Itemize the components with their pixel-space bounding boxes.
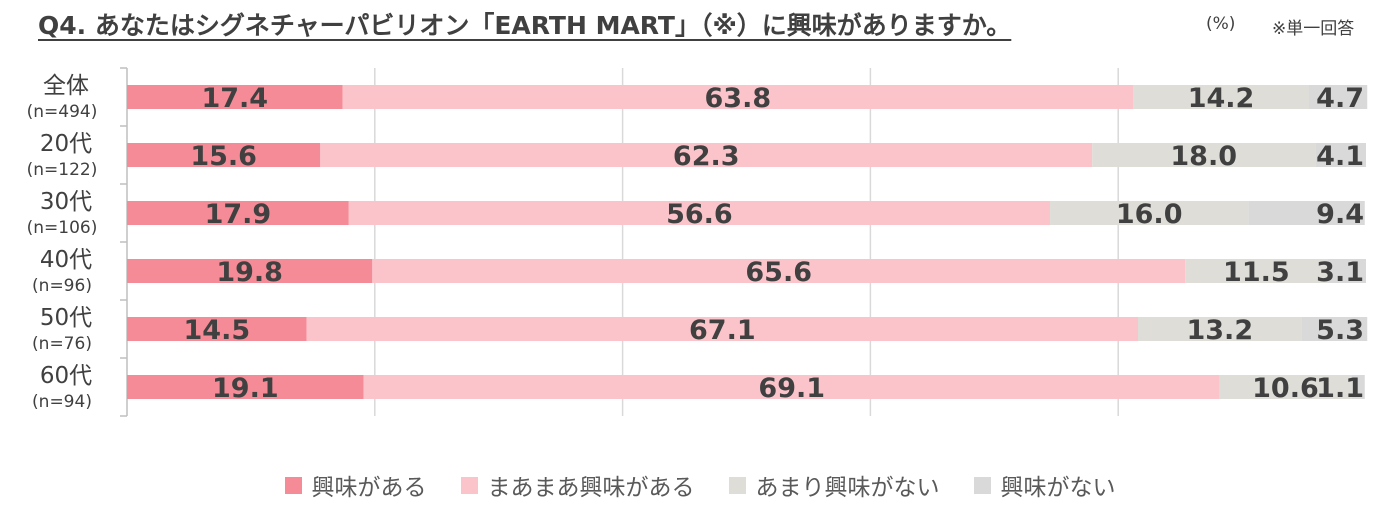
- bar-segment: [372, 259, 1186, 283]
- legend-label: 興味がある: [311, 475, 427, 501]
- data-label: 65.6: [745, 257, 812, 288]
- bar-segment: [363, 375, 1220, 399]
- category-label: 40代: [40, 247, 92, 273]
- bar-segment: [1327, 259, 1366, 283]
- legend-item: 興味がある: [284, 468, 427, 502]
- data-label: 14.5: [184, 315, 251, 346]
- legend-label: あまり興味がない: [755, 475, 940, 501]
- legend-item: あまり興味がない: [728, 468, 940, 502]
- legend-item: まあまあ興味がある: [460, 468, 695, 502]
- data-label: 11.5: [1223, 257, 1290, 288]
- legend-label: まあまあ興味がある: [487, 475, 695, 501]
- bar-segment: [1138, 317, 1302, 341]
- bar-segment: [1219, 375, 1352, 399]
- data-label: 16.0: [1116, 199, 1183, 230]
- bar-segment: [1050, 201, 1249, 225]
- category-label: 60代: [40, 363, 92, 389]
- legend: 興味がある まあまあ興味がある あまり興味がない 興味がない: [0, 468, 1400, 502]
- bar-segment: [127, 259, 373, 283]
- data-label: 67.1: [689, 315, 756, 346]
- data-label: 10.6: [1252, 373, 1319, 404]
- legend-swatch: [460, 476, 478, 494]
- stacked-bar-chart: 全体 (n=494) 17.4 63.8 14.2 4.7 20代 (n=122) 15.6 62…: [27, 67, 1368, 417]
- bar-segment: [127, 375, 364, 399]
- data-label: 19.1: [212, 373, 279, 404]
- bar-segment: [1301, 317, 1368, 341]
- data-label: 62.3: [673, 141, 740, 172]
- data-label: 18.0: [1170, 141, 1237, 172]
- sample-size-label: (n=122): [27, 160, 98, 180]
- bar-segment: [348, 201, 1051, 225]
- bar-segment: [306, 317, 1139, 341]
- category-label: 30代: [40, 189, 92, 215]
- bar-segment: [320, 143, 1093, 167]
- legend-label: 興味がない: [1000, 475, 1116, 501]
- data-label: 14.2: [1188, 83, 1255, 114]
- data-label: 3.1: [1316, 257, 1364, 288]
- data-label: 1.1: [1316, 373, 1364, 404]
- category-label: 20代: [40, 131, 92, 157]
- bar-segment: [1248, 201, 1365, 225]
- data-label: 17.9: [205, 199, 272, 230]
- legend-item: 興味がない: [973, 468, 1116, 502]
- bar-segment: [127, 143, 321, 167]
- data-label: 63.8: [705, 83, 772, 114]
- data-label: 15.6: [190, 141, 257, 172]
- sample-size-label: (n=94): [32, 392, 92, 412]
- category-label: 50代: [40, 305, 92, 331]
- data-label: 17.4: [201, 83, 268, 114]
- bar-segment: [1133, 85, 1310, 109]
- bar-segment: [127, 317, 307, 341]
- unit-label: (%): [1206, 14, 1236, 34]
- data-label: 56.6: [666, 199, 733, 230]
- sample-size-label: (n=494): [27, 102, 98, 122]
- answer-note: ※単一回答: [1272, 19, 1355, 39]
- sample-size-label: (n=106): [27, 218, 98, 238]
- bar-segment: [1315, 143, 1366, 167]
- bar-segment: [1309, 85, 1368, 109]
- data-label: 5.3: [1316, 315, 1364, 346]
- sample-size-label: (n=96): [32, 276, 92, 296]
- bar-segment: [342, 85, 1134, 109]
- data-label: 4.1: [1316, 141, 1364, 172]
- bar-segment: [1351, 375, 1365, 399]
- legend-swatch: [284, 476, 302, 494]
- data-label: 4.7: [1316, 83, 1364, 114]
- sample-size-label: (n=76): [32, 334, 92, 354]
- data-label: 19.8: [216, 257, 283, 288]
- bar-segment: [127, 201, 349, 225]
- data-label: 9.4: [1316, 199, 1364, 230]
- legend-swatch: [728, 476, 746, 494]
- bar-segment: [127, 85, 343, 109]
- data-label: 13.2: [1186, 315, 1253, 346]
- bar-segment: [1185, 259, 1328, 283]
- category-label: 全体: [43, 73, 89, 99]
- chart-title: Q4. あなたはシグネチャーパビリオン「EARTH MART」（※）に興味があり…: [38, 11, 1012, 40]
- data-label: 69.1: [758, 373, 825, 404]
- bar-segment: [1092, 143, 1316, 167]
- legend-swatch: [973, 476, 991, 494]
